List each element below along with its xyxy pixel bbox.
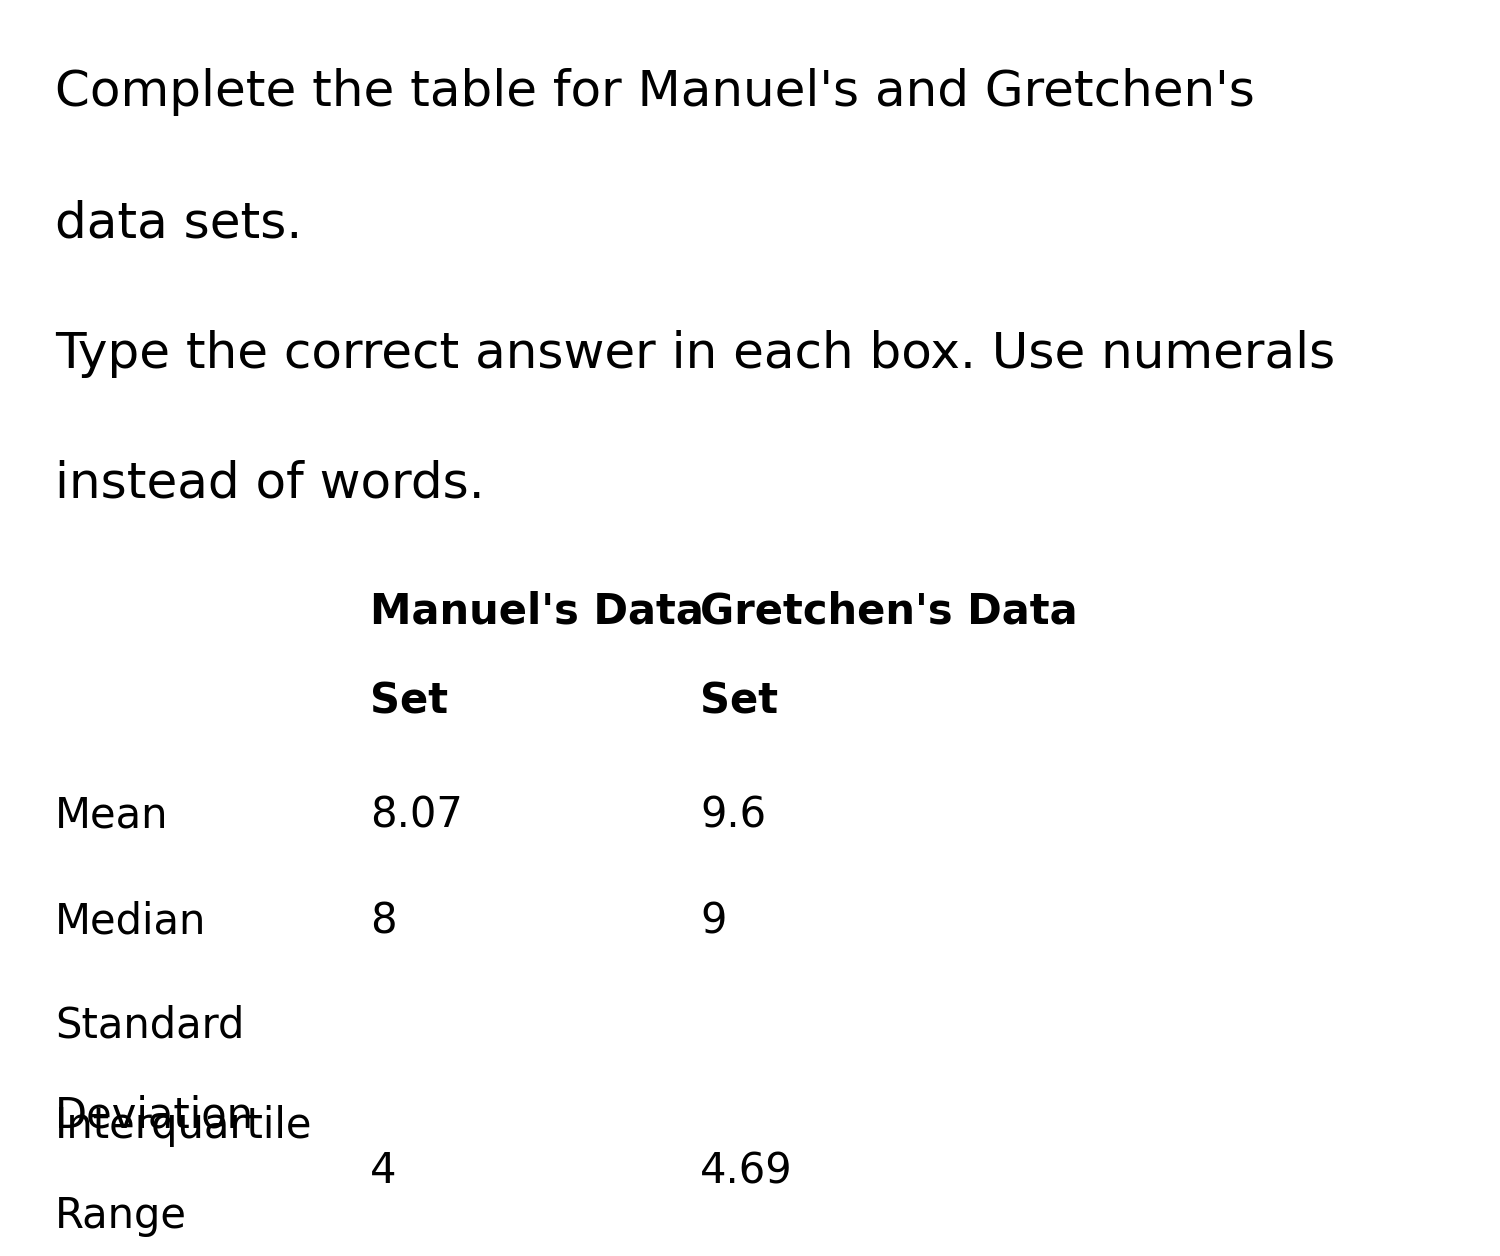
Text: Complete the table for Manuel's and Gretchen's: Complete the table for Manuel's and Gret…	[56, 68, 1256, 116]
Text: 9: 9	[700, 901, 726, 942]
Text: 8: 8	[370, 901, 396, 942]
Text: Set: Set	[700, 679, 778, 722]
Text: Manuel's Data: Manuel's Data	[370, 590, 704, 632]
Text: Mean: Mean	[56, 795, 168, 836]
Text: Set: Set	[370, 679, 448, 722]
Text: 4: 4	[370, 1150, 396, 1192]
Text: Median: Median	[56, 901, 207, 942]
Text: Interquartile: Interquartile	[56, 1105, 312, 1147]
Text: data sets.: data sets.	[56, 200, 302, 247]
Text: Range: Range	[56, 1194, 188, 1237]
Text: instead of words.: instead of words.	[56, 460, 485, 507]
Text: 9.6: 9.6	[700, 795, 766, 836]
Text: Gretchen's Data: Gretchen's Data	[700, 590, 1077, 632]
Text: 8.07: 8.07	[370, 795, 462, 836]
Text: 4.69: 4.69	[700, 1150, 792, 1192]
Text: Standard: Standard	[56, 1005, 244, 1048]
Text: Deviation: Deviation	[56, 1095, 254, 1137]
Text: Type the correct answer in each box. Use numerals: Type the correct answer in each box. Use…	[56, 330, 1335, 378]
